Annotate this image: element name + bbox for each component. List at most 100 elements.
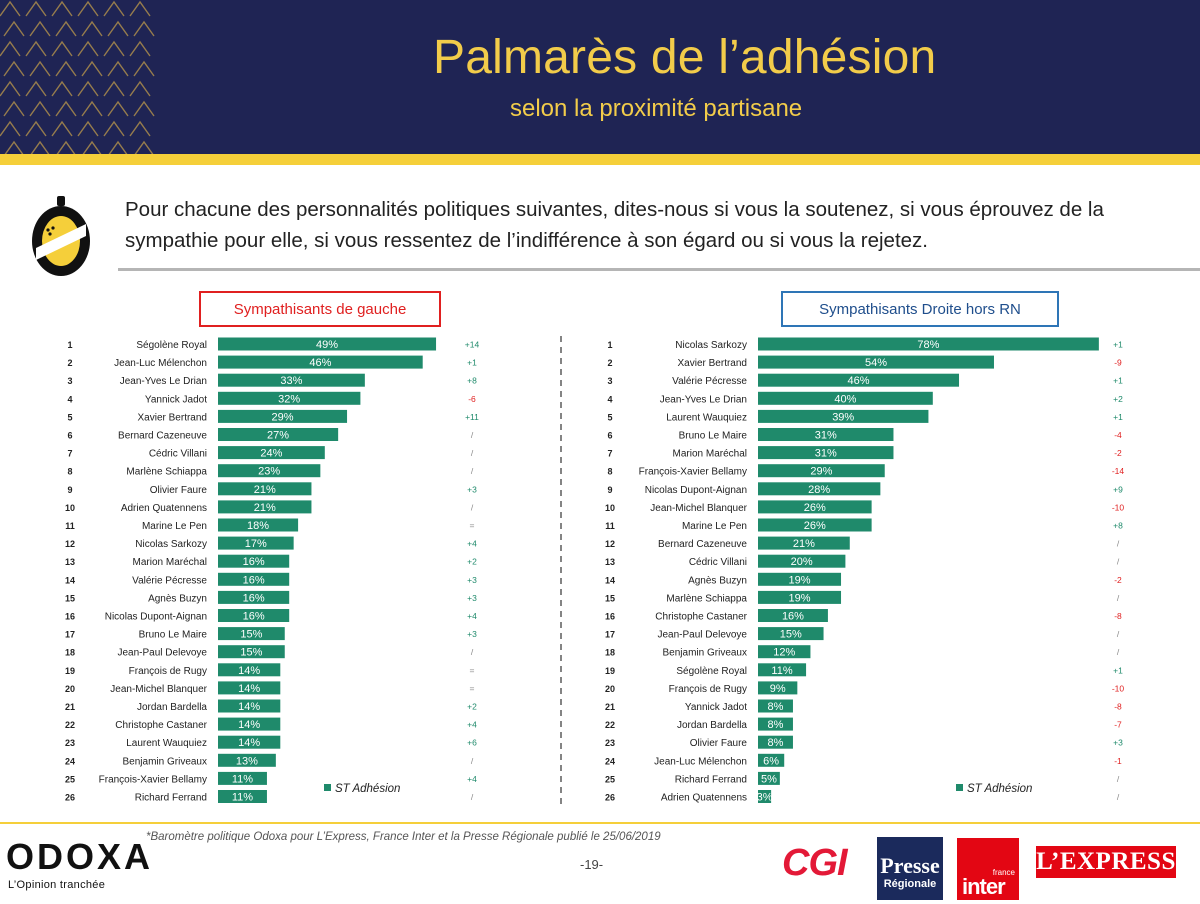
category-label: Marlène Schiappa <box>666 593 747 604</box>
bar <box>758 409 929 423</box>
value-label: 29% <box>272 411 294 423</box>
rank-label: 6 <box>607 431 612 441</box>
bar <box>218 446 325 460</box>
category-label: Jean-Michel Blanquer <box>650 503 747 514</box>
change-label: +1 <box>1113 340 1123 350</box>
chevron-mark <box>129 80 151 97</box>
bar <box>758 699 793 713</box>
page-subtitle: selon la proximité partisane <box>510 95 803 122</box>
category-label: Richard Ferrand <box>135 793 207 804</box>
chevron-mark <box>25 120 47 137</box>
category-label: Xavier Bertrand <box>678 358 747 369</box>
value-label: 32% <box>278 393 300 405</box>
chevron-mark <box>107 100 129 117</box>
bar <box>218 699 281 713</box>
chevron-mark <box>103 40 125 57</box>
bar <box>758 790 772 803</box>
bar <box>218 771 267 785</box>
category-label: Valérie Pécresse <box>132 575 207 586</box>
rank-label: 4 <box>67 394 72 404</box>
category-label: Christophe Castaner <box>655 612 747 623</box>
bar <box>758 355 994 369</box>
bar <box>758 717 793 731</box>
bar <box>218 518 299 532</box>
rank-label: 20 <box>65 684 75 694</box>
category-label: Nicolas Dupont-Aignan <box>105 612 207 623</box>
chevron-pattern-decoration <box>0 0 155 154</box>
value-label: 39% <box>832 411 854 423</box>
category-label: Adrien Quatennens <box>661 793 747 804</box>
category-label: Valérie Pécresse <box>672 376 747 387</box>
value-label: 6% <box>763 755 779 767</box>
chevron-mark <box>56 140 76 154</box>
rank-label: 1 <box>607 340 612 350</box>
chevron-mark <box>77 0 99 17</box>
change-label: / <box>1117 539 1120 549</box>
bar <box>218 536 294 550</box>
rank-label: 16 <box>65 612 75 622</box>
category-label: Benjamin Griveaux <box>663 648 747 659</box>
chevron-mark <box>103 80 125 97</box>
chevron-mark <box>129 40 151 57</box>
value-label: 17% <box>245 538 267 550</box>
value-label: 18% <box>247 520 269 532</box>
bar <box>758 337 1099 351</box>
change-label: / <box>471 430 474 440</box>
rank-label: 21 <box>65 702 75 712</box>
category-label: Marine Le Pen <box>142 521 207 532</box>
bar <box>218 735 281 749</box>
bar <box>758 464 885 478</box>
rank-label: 18 <box>65 648 75 658</box>
category-label: Christophe Castaner <box>115 720 207 731</box>
rank-label: 10 <box>65 503 75 513</box>
value-label: 40% <box>834 393 856 405</box>
value-label: 78% <box>917 339 939 351</box>
category-label: Benjamin Griveaux <box>123 756 207 767</box>
change-label: +3 <box>467 484 477 494</box>
category-label: Richard Ferrand <box>675 774 747 785</box>
category-label: Agnès Buzyn <box>148 593 207 604</box>
bar <box>758 645 811 659</box>
change-label: +6 <box>467 738 477 748</box>
chevron-mark <box>30 140 50 154</box>
rank-label: 8 <box>607 467 612 477</box>
category-label: Laurent Wauquiez <box>126 738 207 749</box>
bar <box>218 717 281 731</box>
rank-label: 26 <box>65 793 75 803</box>
rank-label: 22 <box>65 720 75 730</box>
category-label: Marion Maréchal <box>133 557 207 568</box>
bar <box>758 663 807 677</box>
rank-label: 18 <box>605 648 615 658</box>
chevron-mark <box>29 100 51 117</box>
change-label: -6 <box>468 394 476 404</box>
change-label: / <box>1117 629 1120 639</box>
chevron-mark <box>51 0 73 17</box>
rank-label: 26 <box>605 793 615 803</box>
bar <box>218 409 348 423</box>
bar <box>758 500 872 514</box>
change-label: = <box>470 521 475 531</box>
value-label: 12% <box>773 647 795 659</box>
bar <box>758 609 828 622</box>
category-label: Cédric Villani <box>149 449 207 460</box>
value-label: 46% <box>847 375 869 387</box>
rank-label: 9 <box>67 485 72 495</box>
value-label: 15% <box>240 647 262 659</box>
change-label: +4 <box>467 539 477 549</box>
category-label: Marlène Schiappa <box>126 467 207 478</box>
chevron-mark <box>3 20 25 37</box>
value-label: 31% <box>815 430 837 442</box>
rank-label: 17 <box>605 630 615 640</box>
chevron-mark <box>134 140 154 154</box>
category-label: Marine Le Pen <box>682 521 747 532</box>
bar <box>758 735 793 749</box>
chevron-mark <box>81 100 103 117</box>
category-label: Xavier Bertrand <box>138 412 207 423</box>
change-label: / <box>1117 557 1120 567</box>
change-label: +1 <box>1113 376 1123 386</box>
change-label: / <box>1117 593 1120 603</box>
bar <box>758 446 894 460</box>
rank-label: 12 <box>65 539 75 549</box>
odoxa-tagline: L’Opinion tranchée <box>8 879 106 891</box>
page-title: Palmarès de l’adhésion <box>433 31 937 84</box>
